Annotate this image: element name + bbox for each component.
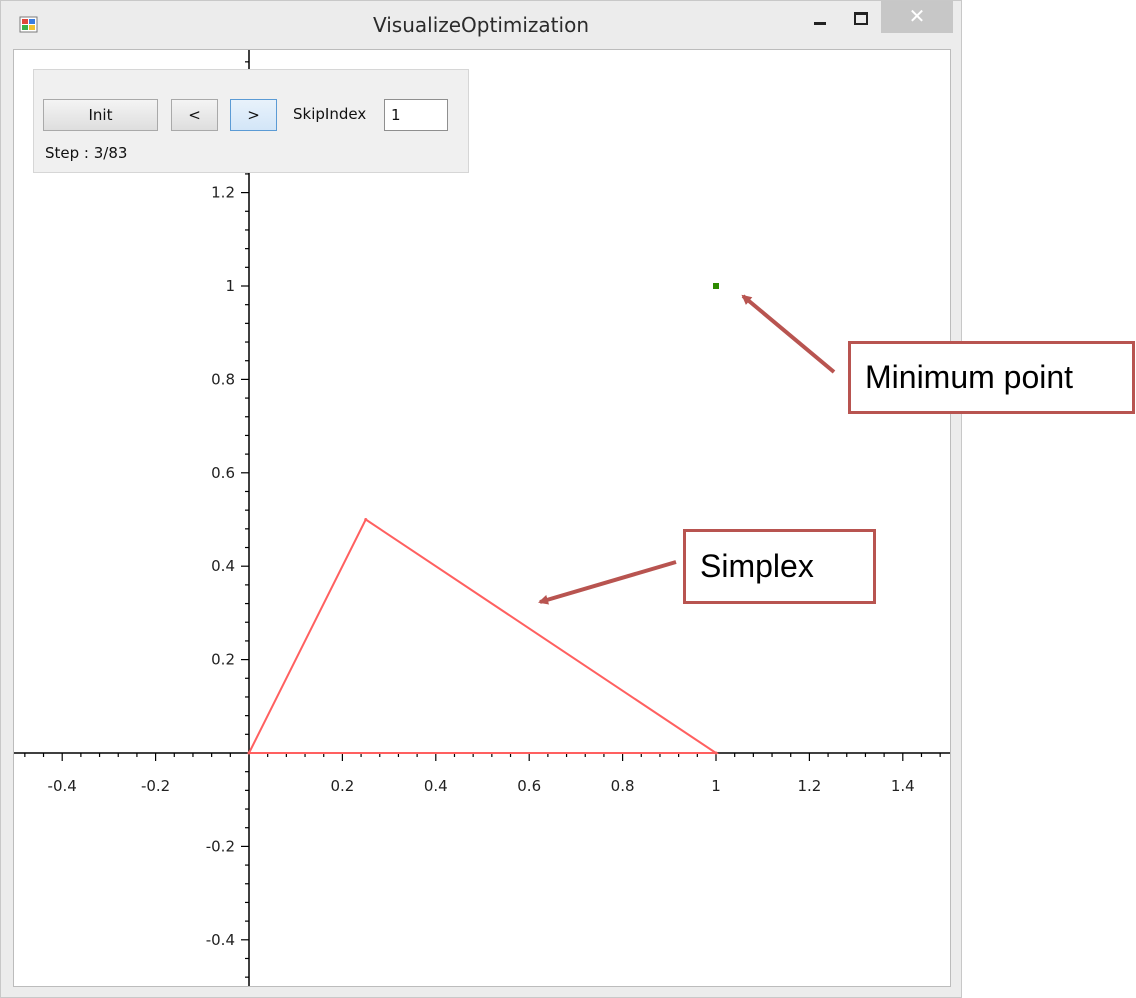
y-tick-label: 1.2: [211, 184, 235, 202]
minimum-point-callout: Minimum point: [848, 341, 1135, 414]
x-tick-label: 1.4: [891, 777, 915, 795]
x-tick-label: -0.2: [141, 777, 170, 795]
optimization-plot: -0.4 -0.2 0.2 0.4 0.6 0.8 1 1.2 1.4 -0.4 -0.2 0.2 0.…: [14, 50, 950, 986]
app-window: VisualizeOptimization ✕ -0.4 -0.2 0.2 0.4 0.…: [0, 0, 962, 998]
simplex-triangle: [247, 518, 720, 754]
simplex-vertex: [364, 518, 368, 521]
simplex-vertex: [247, 751, 251, 755]
maximize-button[interactable]: [844, 1, 878, 33]
previous-step-button[interactable]: <: [171, 99, 218, 131]
app-icon: [19, 16, 38, 33]
next-step-button[interactable]: >: [230, 99, 277, 131]
y-tick-label: 1: [225, 277, 235, 295]
control-panel: Init < > SkipIndex Step : 3/83: [33, 69, 469, 173]
skip-index-input[interactable]: [384, 99, 448, 131]
minimum-point-marker: [713, 283, 719, 289]
x-tick-label: 0.2: [330, 777, 354, 795]
close-icon: ✕: [908, 4, 926, 28]
step-counter: Step : 3/83: [45, 144, 128, 162]
skip-index-label: SkipIndex: [293, 105, 367, 123]
y-tick-label: 0.8: [211, 370, 235, 388]
x-tick-label: 0.8: [611, 777, 635, 795]
x-tick-label: 0.6: [517, 777, 541, 795]
x-tick-label: 1.2: [797, 777, 821, 795]
y-tick-label: 0.2: [211, 651, 235, 669]
minimize-button[interactable]: [801, 1, 841, 33]
x-tick-label: 0.4: [424, 777, 448, 795]
plot-area[interactable]: -0.4 -0.2 0.2 0.4 0.6 0.8 1 1.2 1.4 -0.4 -0.2 0.2 0.…: [13, 49, 951, 987]
simplex-vertex: [714, 751, 718, 755]
x-tick-label: 1: [711, 777, 721, 795]
y-tick-label: -0.4: [206, 931, 235, 949]
y-tick-label: -0.2: [206, 837, 235, 855]
x-tick-label: -0.4: [48, 777, 77, 795]
close-button[interactable]: ✕: [881, 1, 953, 33]
simplex-callout: Simplex: [683, 529, 876, 604]
window-title: VisualizeOptimization: [372, 13, 589, 37]
title-bar[interactable]: VisualizeOptimization ✕: [1, 1, 961, 49]
y-tick-label: 0.6: [211, 464, 235, 482]
y-tick-label: 0.4: [211, 557, 235, 575]
init-button[interactable]: Init: [43, 99, 158, 131]
